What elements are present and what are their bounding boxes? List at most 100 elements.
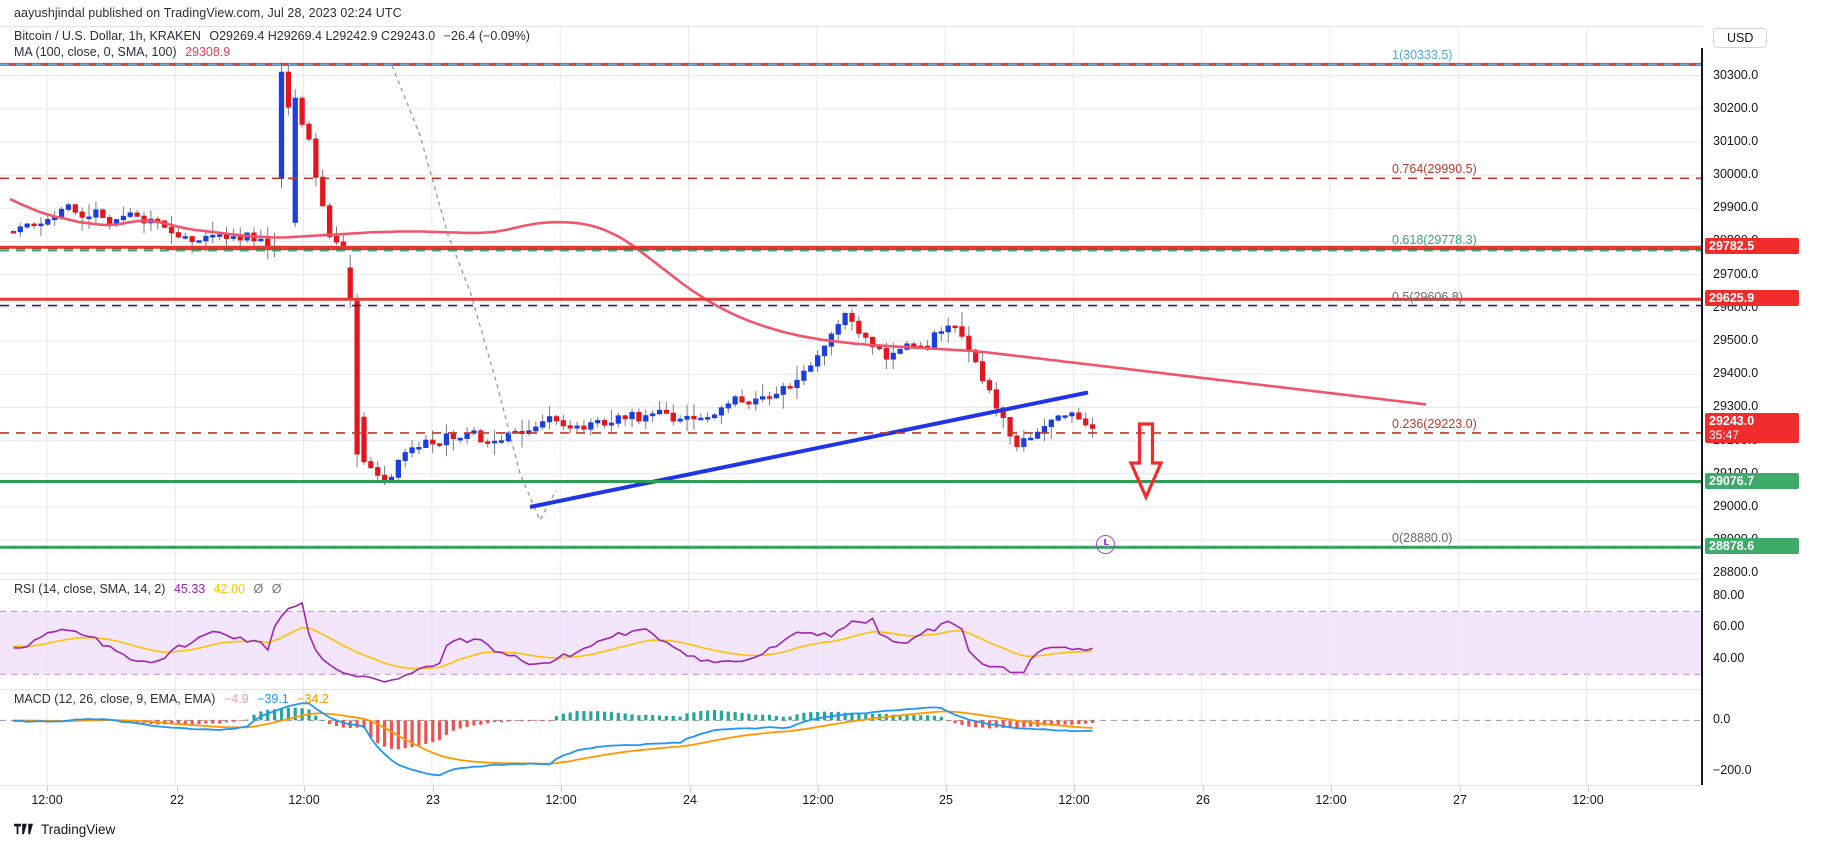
macd-signal-value: −34.2	[297, 692, 329, 706]
fib-level-label: 0.5(29606.8)	[1392, 289, 1463, 304]
time-axis-separator	[1203, 786, 1204, 792]
publisher-bar: aayushjindal published on TradingView.co…	[0, 0, 1835, 26]
currency-chip-area: USD	[1701, 26, 1835, 48]
time-axis-tick: 12:00	[802, 793, 834, 807]
rsi-axis-tick: 80.00	[1713, 587, 1745, 602]
price-axis-tick: 29700.0	[1713, 266, 1759, 281]
bearish-arrow-icon	[1128, 422, 1164, 501]
time-axis-tick: 12:00	[1572, 793, 1604, 807]
rsi-band	[0, 611, 1701, 675]
fib-level-label: 0.618(29778.3)	[1392, 232, 1477, 247]
rsi-axis-tick: 40.00	[1713, 650, 1745, 665]
macd-legend[interactable]: MACD (12, 26, close, 9, EMA, EMA) −4.9 −…	[14, 692, 334, 706]
publisher-text: aayushjindal published on TradingView.co…	[14, 6, 402, 20]
time-axis-tick: 12:00	[1315, 793, 1347, 807]
time-axis-separator	[690, 786, 691, 792]
price-axis-tick: 29500.0	[1713, 333, 1759, 348]
rsi-axis[interactable]: 80.00 60.00 40.00	[1701, 579, 1801, 689]
time-axis-separator	[561, 786, 562, 792]
time-axis-separator	[433, 786, 434, 792]
price-axis-badge[interactable]: 29625.9	[1705, 290, 1799, 307]
rsi-axis-tick: 60.00	[1713, 619, 1745, 634]
symbol-label: Bitcoin / U.S. Dollar, 1h, KRAKEN	[14, 29, 201, 43]
time-axis-separator	[1074, 786, 1075, 792]
descending-trendline	[0, 190, 1500, 371]
ma-title: MA (100, close, 0, SMA, 100)	[14, 45, 177, 59]
symbol-legend[interactable]: Bitcoin / U.S. Dollar, 1h, KRAKEN O29269…	[14, 29, 535, 43]
time-axis[interactable]: 12:00 22 12:00 23 12:00 24 12:00 25 12:00 26 12:00…	[0, 785, 1701, 815]
time-axis-tick: 22	[170, 793, 184, 807]
rsi-sma-value: 42.00	[213, 582, 245, 596]
ghost-zigzag	[391, 65, 557, 522]
tradingview-logo[interactable]: TradingView	[0, 822, 115, 837]
rsi-legend[interactable]: RSI (14, close, SMA, 14, 2) 45.33 42.00 …	[14, 582, 286, 596]
price-axis[interactable]: 30300.030200.030100.030000.029900.029800…	[1701, 48, 1801, 579]
time-axis-tick: 12:00	[545, 793, 577, 807]
time-axis-tick: 27	[1453, 793, 1467, 807]
price-axis-tick: 30100.0	[1713, 133, 1759, 148]
price-axis-tick: 30000.0	[1713, 167, 1759, 182]
rsi-sma-line	[13, 626, 1093, 670]
price-axis-tick: 29300.0	[1713, 399, 1759, 414]
macd-line	[13, 702, 1093, 777]
rsi-title: RSI (14, close, SMA, 14, 2)	[14, 582, 166, 596]
rsi-pane[interactable]	[0, 579, 1701, 690]
macd-title: MACD (12, 26, close, 9, EMA, EMA)	[14, 692, 216, 706]
macd-histogram-value: −4.9	[223, 692, 249, 706]
time-axis-separator	[1460, 786, 1461, 792]
price-axis-tick: 30200.0	[1713, 100, 1759, 115]
time-axis-tick: 23	[426, 793, 440, 807]
time-axis-tick: 26	[1196, 793, 1210, 807]
rsi-extra-2: Ø	[271, 582, 282, 596]
candlestick-series	[10, 62, 1096, 485]
footer: TradingView	[0, 813, 1835, 845]
price-axis-tick: 29000.0	[1713, 498, 1759, 513]
price-axis-tick: 29900.0	[1713, 200, 1759, 215]
tradingview-wordmark: TradingView	[41, 821, 116, 837]
rsi-extra-1: Ø	[253, 582, 264, 596]
countdown-clock-icon[interactable]	[1096, 534, 1115, 554]
macd-chart-canvas	[0, 690, 1701, 786]
macd-signal-line	[13, 710, 1093, 765]
price-chart-canvas	[0, 27, 1701, 580]
time-axis-tick: 12:00	[1058, 793, 1090, 807]
time-axis-tick: 25	[939, 793, 953, 807]
change-value: −26.4 (−0.09%)	[443, 29, 530, 43]
time-axis-tick: 24	[683, 793, 697, 807]
macd-line-value: −39.1	[257, 692, 289, 706]
price-axis-badge[interactable]: 28878.6	[1705, 538, 1799, 555]
currency-chip[interactable]: USD	[1713, 28, 1768, 48]
time-axis-separator	[177, 786, 178, 792]
time-axis-separator	[47, 786, 48, 792]
tradingview-mark-icon	[14, 823, 33, 835]
fib-level-label: 0(28880.0)	[1392, 530, 1453, 545]
macd-pane[interactable]	[0, 689, 1701, 786]
rsi-line	[13, 601, 1093, 683]
price-axis-tick: 30300.0	[1713, 67, 1759, 82]
ascending-trendline	[529, 390, 1089, 509]
ma-value: 29308.9	[185, 45, 231, 59]
macd-axis-tick: 0.0	[1713, 712, 1731, 727]
time-axis-separator	[818, 786, 819, 792]
countdown-text: 35:47	[1709, 428, 1740, 443]
price-pane[interactable]	[0, 26, 1701, 580]
fib-level-label: 1(30333.5)	[1392, 48, 1453, 63]
price-axis-tick: 28800.0	[1713, 565, 1759, 580]
time-axis-separator	[1588, 786, 1589, 792]
ma-legend[interactable]: MA (100, close, 0, SMA, 100) 29308.9	[14, 45, 235, 59]
fib-level-label: 0.764(29990.5)	[1392, 162, 1477, 177]
time-axis-separator	[304, 786, 305, 792]
ohlc-values: O29269.4 H29269.4 L29242.9 C29243.0	[209, 29, 436, 43]
time-axis-tick: 12:00	[31, 793, 63, 807]
macd-axis[interactable]: 0.0 −200.0	[1701, 689, 1801, 785]
price-axis-badge[interactable]: 29782.5	[1705, 238, 1799, 255]
fib-level-label: 0.236(29223.0)	[1392, 416, 1477, 431]
time-axis-separator	[946, 786, 947, 792]
price-axis-badge[interactable]: 29076.7	[1705, 472, 1799, 489]
price-axis-badge[interactable]: 29243.0 35:47	[1705, 413, 1799, 444]
rsi-chart-canvas	[0, 580, 1701, 690]
rsi-value: 45.33	[173, 582, 206, 596]
macd-axis-tick: −200.0	[1713, 762, 1752, 777]
ma-100-line	[9, 197, 1427, 406]
